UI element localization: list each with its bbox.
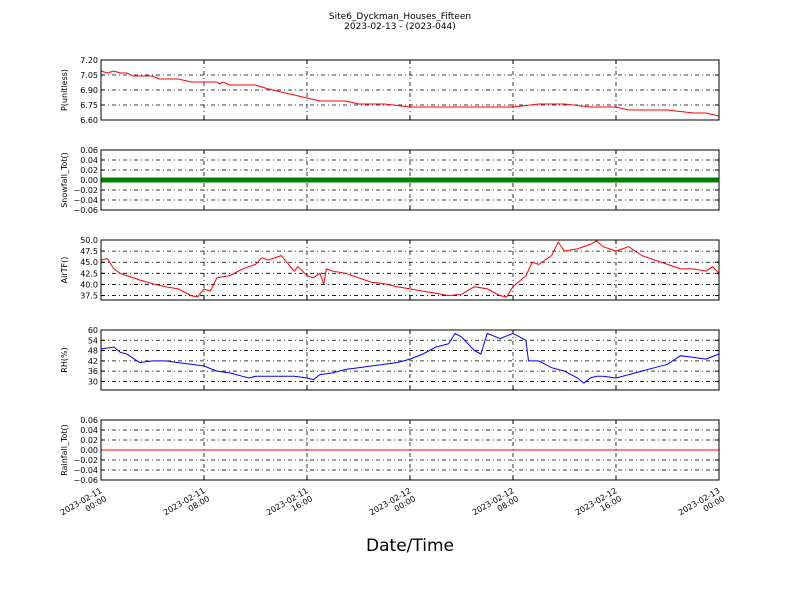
y-tick-label: 50.0 <box>80 236 98 245</box>
chart-panel-3: 50.0 47.5 45.0 42.5 40.0 37.5 AirTF() <box>60 236 720 301</box>
plot-frame <box>100 239 720 301</box>
y-tick-label: 7.05 <box>80 71 98 80</box>
chart-panel-5: 0.060.040.020.00−0.02−0.04−0.06 Rainfall_… <box>60 416 720 485</box>
y-axis-label: RH(%) <box>60 347 69 372</box>
y-tick-label: 37.5 <box>80 292 98 301</box>
y-tick-label: 6.90 <box>80 86 98 95</box>
y-tick-label: −0.04 <box>73 196 98 205</box>
series-line <box>100 332 720 384</box>
x-tick-label: 2023-02-1216:00 <box>574 486 623 525</box>
y-axis-label: AirTF() <box>60 257 69 284</box>
y-axis-label: Snowfall_Tot() <box>60 152 69 208</box>
x-tick-label: 2023-02-1300:00 <box>677 486 726 525</box>
y-tick-label: 0.06 <box>80 416 98 425</box>
x-tick-label: 2023-02-1208:00 <box>471 486 520 525</box>
y-tick-label: 40.0 <box>80 280 98 289</box>
x-tick-label: 2023-02-1108:00 <box>162 486 211 525</box>
x-tick-label: 2023-02-1100:00 <box>59 486 108 525</box>
y-tick-label: 6.75 <box>80 101 98 110</box>
y-tick-label: −0.06 <box>73 206 98 215</box>
y-tick-label: 60 <box>88 326 98 335</box>
y-tick-label: 30 <box>88 377 98 386</box>
y-tick-label: 0.00 <box>80 446 98 455</box>
y-tick-label: −0.02 <box>73 186 98 195</box>
y-tick-label: 36 <box>88 367 98 376</box>
plot-frame <box>100 59 720 121</box>
y-tick-label: 42.5 <box>80 269 98 278</box>
y-tick-label: −0.06 <box>73 476 98 485</box>
y-tick-label: 45.0 <box>80 258 98 267</box>
y-tick-label: 0.06 <box>80 146 98 155</box>
y-tick-label: 47.5 <box>80 247 98 256</box>
chart-title-line1: Site6_Dyckman_Houses_Fifteen <box>329 12 471 22</box>
y-tick-label: −0.04 <box>73 466 98 475</box>
chart-title-line2: 2023-02-13 - (2023-044) <box>344 22 456 32</box>
x-axis-label: Date/Time <box>366 536 454 556</box>
y-tick-label: 0.00 <box>80 176 98 185</box>
y-tick-label: 0.02 <box>80 166 98 175</box>
chart-panel-1: 7.20 7.05 6.90 6.75 6.60 P(unitless) <box>60 56 720 125</box>
y-tick-label: −0.02 <box>73 456 98 465</box>
y-tick-label: 0.04 <box>80 426 98 435</box>
plot-frame <box>100 419 720 481</box>
series-line <box>100 240 720 298</box>
x-tick-label: 2023-02-1116:00 <box>265 486 314 525</box>
series-line <box>100 70 720 117</box>
plot-frame <box>100 329 720 391</box>
y-tick-label: 42 <box>88 357 98 366</box>
y-tick-label: 54 <box>88 336 98 345</box>
y-axis-label: Rainfall_Tot() <box>60 424 69 476</box>
y-tick-label: 0.02 <box>80 436 98 445</box>
y-tick-label: 0.04 <box>80 156 98 165</box>
y-tick-label: 48 <box>88 347 98 356</box>
y-tick-label: 7.20 <box>80 56 98 65</box>
chart-panel-2: 0.060.040.020.00−0.02−0.04−0.06 Snowfall_… <box>60 146 720 215</box>
plot-frame <box>100 149 720 211</box>
y-tick-label: 6.60 <box>80 116 98 125</box>
y-axis-label: P(unitless) <box>60 69 69 111</box>
x-tick-label: 2023-02-1200:00 <box>368 486 417 525</box>
